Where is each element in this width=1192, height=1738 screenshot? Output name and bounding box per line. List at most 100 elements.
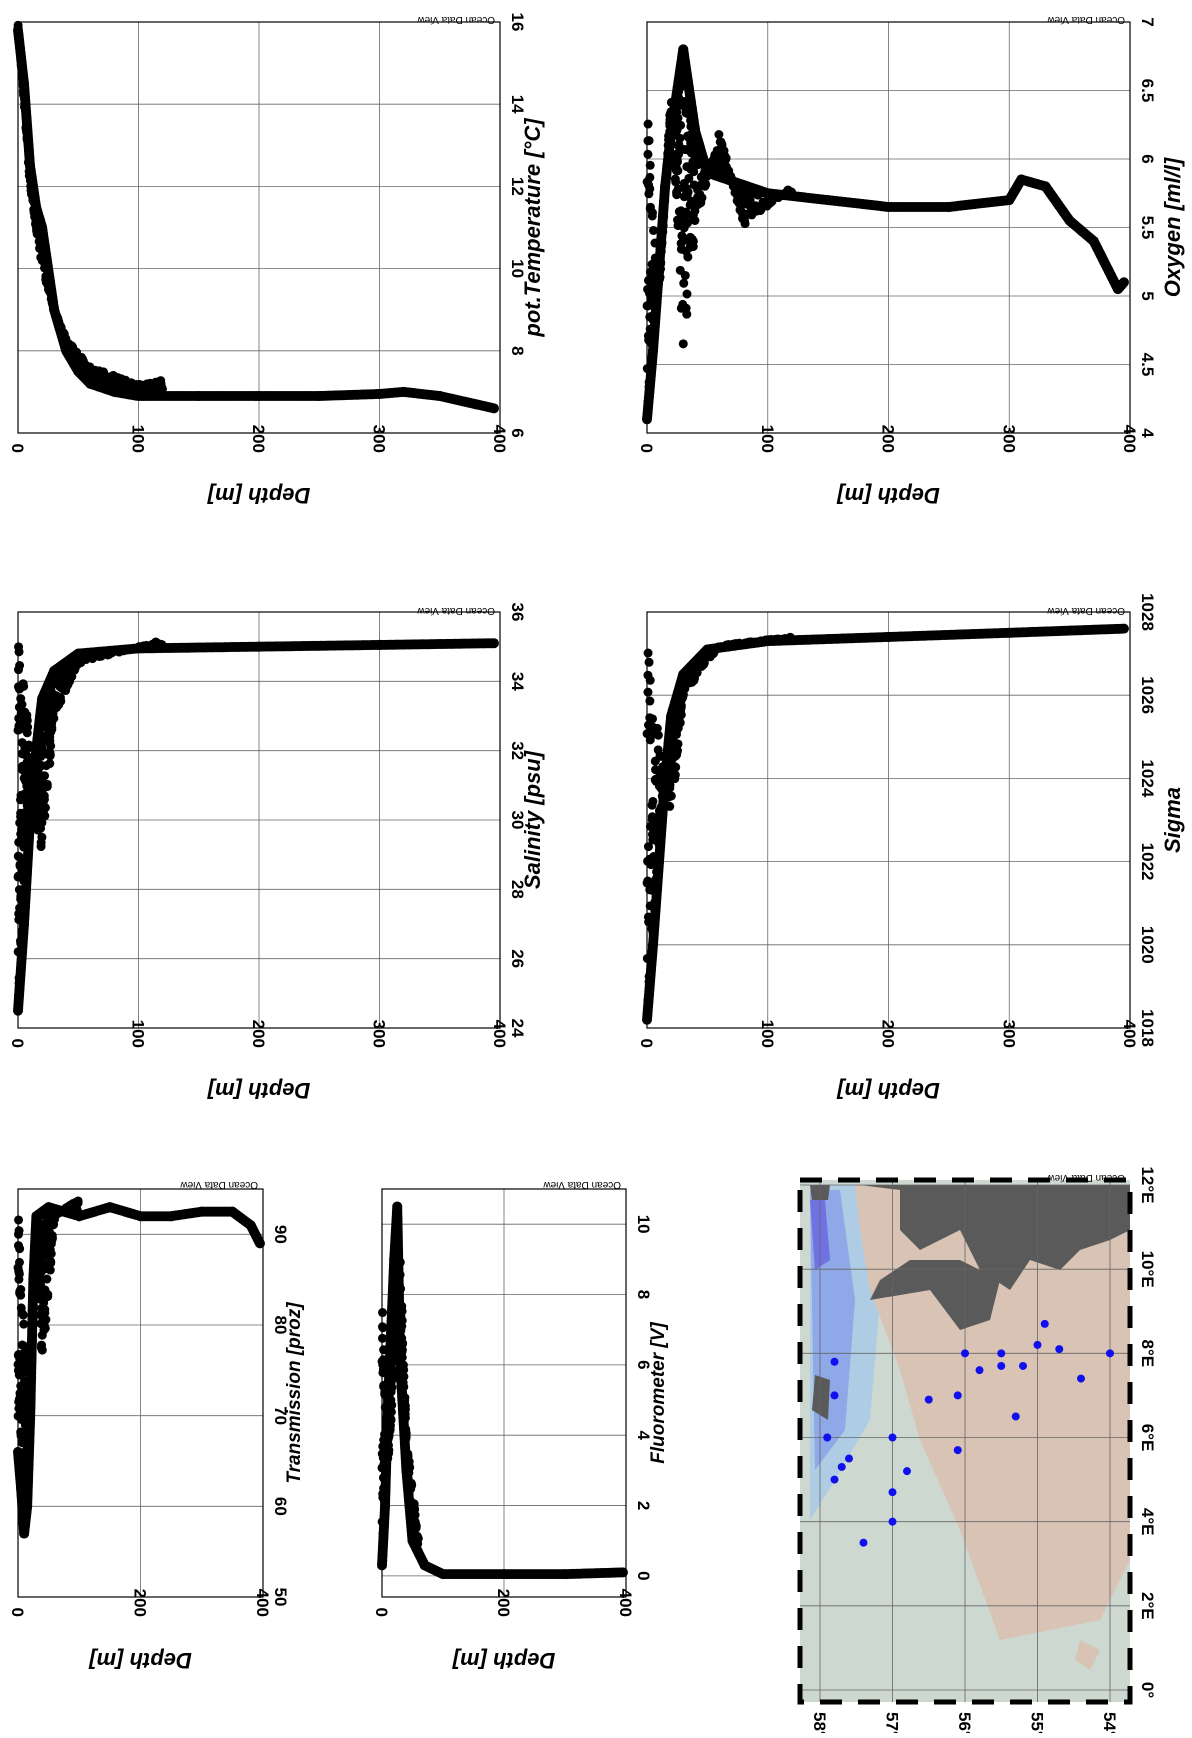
fluorometer-point [409, 1528, 418, 1537]
temperature-value-tick-label: 8 [508, 346, 527, 355]
salinity-point [21, 856, 30, 865]
temperature-point [19, 85, 28, 94]
oxygen-point [682, 290, 691, 299]
oxygen-value-tick-label: 4 [1138, 428, 1157, 438]
temperature-point [123, 381, 132, 390]
fluorometer-point [379, 1532, 388, 1541]
oxygen-value-tick-label: 4.5 [1138, 353, 1157, 377]
oxygen-point [672, 166, 681, 175]
sigma-point [652, 867, 661, 876]
salinity-point [83, 650, 92, 659]
oxygen-point [757, 204, 766, 213]
oxygen-value-tick-label: 5 [1138, 291, 1157, 300]
transmission-point [46, 1257, 55, 1266]
temperature-point [23, 130, 32, 139]
temperature-point [51, 308, 60, 317]
salinity-point [23, 723, 32, 732]
oxygen-point [740, 216, 749, 225]
temperature-point [65, 348, 74, 357]
transmission-point [40, 1305, 49, 1314]
salinity-value-axis-title: Salinity [psu] [520, 750, 545, 889]
salinity-point [17, 927, 26, 936]
salinity-point [156, 641, 165, 650]
oxygen-depth-axis-title: Depth [m] [837, 483, 940, 508]
temperature-point [72, 362, 81, 371]
oxygen-point [661, 179, 670, 188]
temperature-value-tick-label: 14 [508, 95, 527, 114]
sigma-point [648, 801, 657, 810]
oxygen-point [747, 210, 756, 219]
sigma-point [645, 977, 654, 986]
fluorometer-point [401, 1434, 410, 1443]
sigma-point [670, 774, 679, 783]
salinity-point [22, 713, 31, 722]
oxygen-point [648, 284, 657, 293]
salinity-point [123, 645, 132, 654]
salinity-point [22, 841, 31, 850]
oxygen-point [643, 177, 652, 186]
oxygen-depth-tick-label: 0 [637, 444, 656, 453]
transmission-value-tick-label: 60 [271, 1497, 290, 1516]
fluorometer-point [385, 1412, 394, 1421]
salinity-point [145, 642, 154, 651]
temperature-point [27, 187, 36, 196]
sigma-point [672, 730, 681, 739]
sigma-point [645, 885, 654, 894]
salinity-point [37, 838, 46, 847]
temperature-value-tick-label: 6 [508, 428, 527, 437]
transmission-point [22, 1484, 31, 1493]
sigma-point [656, 836, 665, 845]
oxygen-value-tick-label: 7 [1138, 17, 1157, 26]
fluorometer-point [392, 1243, 401, 1252]
oxygen-point [693, 196, 702, 205]
temperature-point [86, 370, 95, 379]
salinity-value-tick-label: 34 [508, 672, 527, 691]
transmission-point [28, 1316, 37, 1325]
sigma-point [644, 990, 653, 999]
fluorometer-point [405, 1490, 414, 1499]
sigma-point [736, 640, 745, 649]
sigma-value-tick-label: 1018 [1138, 1009, 1157, 1047]
sigma-point [645, 855, 654, 864]
oxygen-point [744, 188, 753, 197]
salinity-depth-tick-label: 300 [370, 1020, 389, 1048]
oxygen-point [659, 214, 668, 223]
fluorometer-point [378, 1357, 387, 1366]
transmission-point [25, 1436, 34, 1445]
transmission-point [56, 1207, 65, 1216]
sigma-point [644, 649, 653, 658]
oxygen-value-axis-title: Oxygen [ml/l] [1160, 157, 1185, 297]
oxygen-depth-tick-label: 400 [1120, 425, 1139, 453]
temperature-depth-tick-label: 100 [129, 425, 148, 453]
temperature-point [21, 101, 30, 110]
sigma-value-tick-label: 1026 [1138, 676, 1157, 714]
fluorometer-depth-tick-label: 400 [616, 1589, 635, 1617]
temperature-point [15, 43, 24, 52]
temperature-depth-tick-label: 0 [8, 444, 27, 453]
salinity-point [16, 947, 25, 956]
fluorometer-point [404, 1474, 413, 1483]
salinity-depth-tick-label: 400 [490, 1020, 509, 1048]
transmission-point [27, 1357, 36, 1366]
oxygen-credit: Ocean Data View [1047, 14, 1125, 25]
oxygen-point [652, 292, 661, 301]
fluorometer-point [392, 1234, 401, 1243]
transmission-point [47, 1232, 56, 1241]
temperature-depth-tick-label: 200 [249, 425, 268, 453]
transmission-value-tick-label: 90 [271, 1225, 290, 1244]
transmission-point [22, 1503, 31, 1512]
fluorometer-point [398, 1388, 407, 1397]
salinity-point [105, 650, 114, 659]
salinity-point [47, 725, 56, 734]
temperature-point [157, 379, 166, 388]
oxygen-point [645, 382, 654, 391]
temperature-point [27, 173, 36, 182]
oxygen-point [662, 171, 671, 180]
transmission-point [26, 1387, 35, 1396]
sigma-point [646, 822, 655, 831]
fluorometer-point [386, 1421, 395, 1430]
salinity-point [66, 657, 75, 666]
oxygen-point [686, 122, 695, 131]
temperature-depth-tick-label: 400 [490, 425, 509, 453]
